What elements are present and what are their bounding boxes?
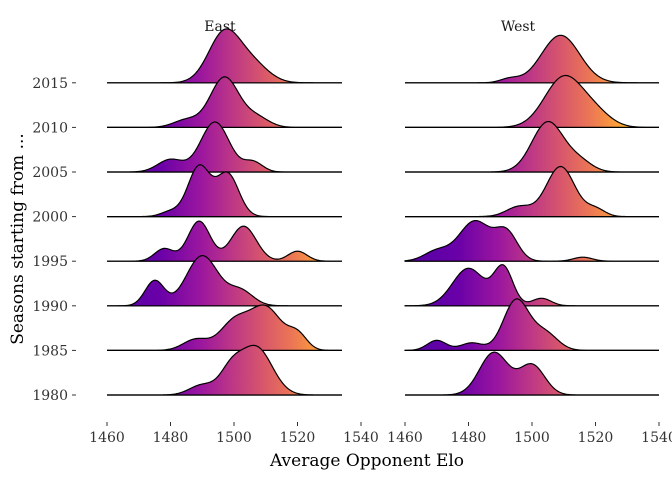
ridge-west-1980 [405, 351, 659, 396]
y-axis: 1980 1985 1990 1995 2000 2005 2010 2015 [32, 76, 76, 404]
ridge-east-2010 [107, 76, 342, 128]
x-tick-label: 1520 [280, 430, 316, 446]
ridge-east-2015 [107, 28, 342, 84]
ridge-east-2005 [107, 121, 342, 173]
ridge-east-1980 [107, 344, 342, 396]
x-tick-label: 1480 [451, 430, 487, 446]
ridge-west-2010 [405, 74, 660, 128]
ridge-west-2000 [405, 165, 659, 218]
x-tick-label: 1460 [387, 430, 423, 446]
y-axis-title: Seasons starting from ... [8, 133, 28, 345]
y-tick-label: 1985 [32, 343, 68, 359]
ridge-east-1990 [107, 255, 342, 307]
panel-west [404, 34, 660, 396]
facet-strips: East West [204, 19, 535, 35]
x-axis-title: Average Opponent Elo [269, 451, 464, 471]
y-tick-label: 1980 [32, 388, 68, 404]
y-tick-label: 1990 [32, 299, 68, 315]
x-tick-label: 1540 [343, 430, 379, 446]
x-tick-label: 1500 [216, 430, 252, 446]
y-tick-label: 2005 [32, 165, 68, 181]
y-tick-label: 1995 [32, 254, 68, 270]
ridge-east-2000 [107, 164, 342, 218]
ridge-west-2015 [405, 34, 659, 84]
y-tick-label: 2010 [32, 120, 68, 136]
ridge-west-1995 [404, 219, 659, 262]
ridge-east-1995 [107, 220, 342, 262]
x-tick-label: 1480 [153, 430, 189, 446]
x-tick-label: 1540 [641, 430, 672, 446]
x-axes: 1460 1480 1500 1520 1540 1460 1480 1500 1520 1540 [89, 422, 672, 446]
panel-east [107, 28, 342, 396]
x-tick-label: 1520 [578, 430, 614, 446]
y-tick-label: 2000 [32, 210, 68, 226]
ridge-east-1985 [107, 304, 342, 351]
strip-label-west: West [501, 19, 536, 35]
facet-panels [107, 28, 660, 396]
x-tick-label: 1460 [89, 430, 125, 446]
y-tick-label: 2015 [32, 76, 68, 92]
ridge-west-2005 [405, 120, 659, 173]
ridge-west-1985 [404, 298, 659, 351]
x-tick-label: 1500 [514, 430, 550, 446]
ridge-west-1990 [404, 264, 659, 307]
